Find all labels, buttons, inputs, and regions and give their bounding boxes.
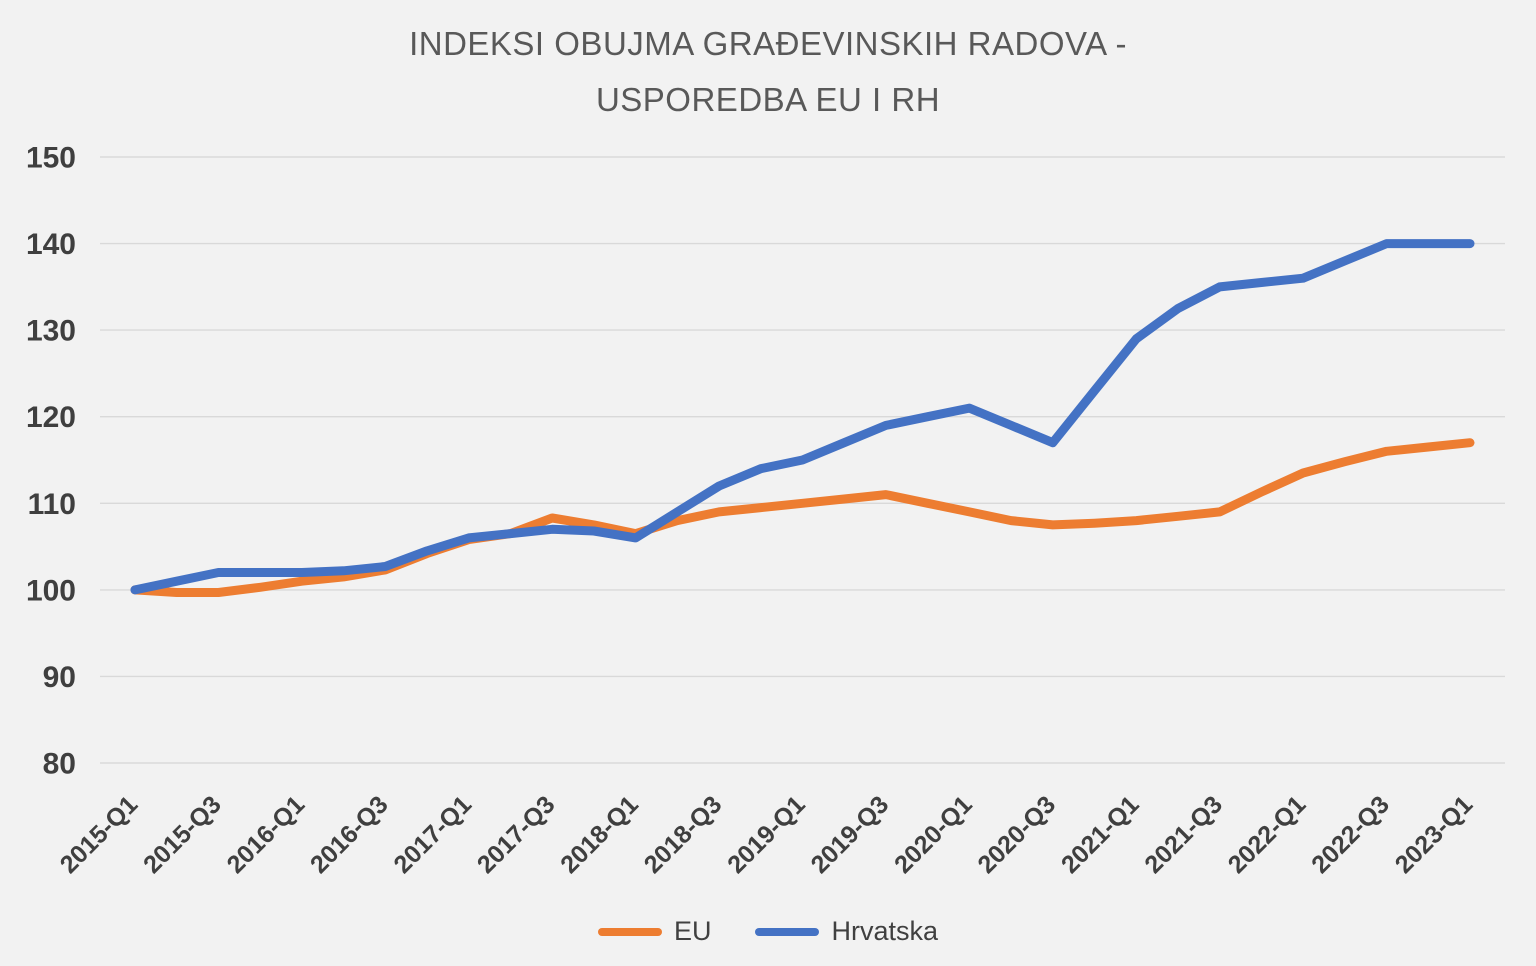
x-tick-label-2019-Q3: 2019-Q3: [806, 790, 895, 879]
y-tick-label-150: 150: [26, 142, 76, 175]
legend-label-eu: EU: [673, 916, 712, 946]
x-tick-label-2022-Q3: 2022-Q3: [1306, 790, 1395, 879]
chart-title-line-2: USPOREDBA EU I RH: [595, 81, 941, 118]
y-tick-label-90: 90: [43, 661, 76, 694]
x-tick-label-2021-Q3: 2021-Q3: [1139, 790, 1228, 879]
x-tick-label-2017-Q1: 2017-Q1: [388, 790, 477, 879]
y-tick-label-80: 80: [43, 748, 76, 781]
x-tick-label-2019-Q1: 2019-Q1: [722, 790, 811, 879]
x-tick-label-2015-Q1: 2015-Q1: [55, 790, 144, 879]
legend: EU Hrvatska: [0, 916, 1536, 947]
y-tick-label-120: 120: [26, 401, 76, 434]
x-tick-label-2020-Q1: 2020-Q1: [889, 790, 978, 879]
x-tick-label-2020-Q3: 2020-Q3: [972, 790, 1061, 879]
series-line-eu: [130, 438, 1475, 597]
chart-title-line-1: INDEKSI OBUJMA GRAĐEVINSKIH RADOVA -: [409, 25, 1127, 62]
series-layer: [130, 239, 1475, 597]
legend-item-eu: EU: [597, 916, 712, 947]
series-line-hrvatska: [130, 239, 1475, 595]
legend-item-hrvatska: Hrvatska: [755, 916, 938, 947]
x-tick-label-2016-Q1: 2016-Q1: [222, 790, 311, 879]
y-tick-label-100: 100: [26, 574, 76, 607]
x-tick-label-2018-Q3: 2018-Q3: [639, 790, 728, 879]
x-tick-label-2023-Q1: 2023-Q1: [1390, 790, 1479, 879]
x-tick-label-2018-Q1: 2018-Q1: [555, 790, 644, 879]
y-tick-label-140: 140: [26, 228, 76, 261]
chart-title: INDEKSI OBUJMA GRAĐEVINSKIH RADOVA - USP…: [0, 16, 1536, 128]
x-axis-labels: 2015-Q12015-Q32016-Q12016-Q32017-Q12017-…: [55, 790, 1479, 879]
y-tick-label-110: 110: [28, 488, 76, 521]
x-tick-label-2016-Q3: 2016-Q3: [305, 790, 394, 879]
y-tick-label-130: 130: [26, 315, 76, 348]
gridlines-layer: 80 90 100 110 120 130 140 150: [26, 142, 1505, 781]
eu-line-swatch-icon: [597, 927, 662, 936]
x-tick-label-2017-Q3: 2017-Q3: [472, 790, 561, 879]
legend-label-hrvatska: Hrvatska: [831, 916, 939, 946]
x-tick-label-2022-Q1: 2022-Q1: [1223, 790, 1312, 879]
x-tick-label-2021-Q1: 2021-Q1: [1056, 790, 1145, 879]
x-tick-label-2015-Q3: 2015-Q3: [138, 790, 227, 879]
hrvatska-line-swatch-icon: [755, 927, 820, 936]
